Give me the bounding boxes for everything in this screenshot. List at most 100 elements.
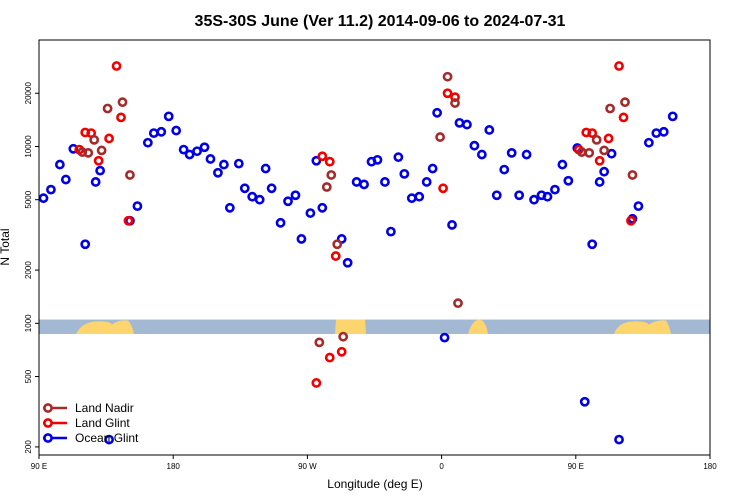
land-glint-point [324, 352, 335, 363]
land-glint-point [450, 92, 460, 103]
ocean-glint-point [192, 146, 202, 157]
y-axis: 200 500 1000 2000 5000 10000 20000 [24, 82, 39, 454]
ocean-glint-point [550, 184, 560, 195]
ocean-glint-point [80, 239, 91, 250]
ocean-glint-point [317, 202, 328, 213]
ocean-glint-point [386, 226, 396, 237]
land-glint-point [116, 112, 126, 123]
land-glint-point [618, 112, 629, 123]
ocean-glint-point [521, 149, 532, 160]
ocean-glint-point [439, 332, 450, 343]
ocean-glint-point [342, 257, 353, 268]
ocean-glint-point [579, 396, 590, 407]
ocean-glint-point [414, 191, 425, 202]
x-tick-label: 0 [439, 462, 444, 471]
land-glint-point [104, 133, 114, 144]
ocean-glint-point [46, 184, 56, 195]
land-glint-point [442, 88, 453, 99]
land-nadir-point [591, 134, 602, 145]
ocean-glint-point [432, 107, 443, 118]
ocean-glint-point [614, 434, 624, 445]
ocean-glint-point [54, 159, 65, 170]
ocean-glint-point [380, 177, 390, 187]
data-points [38, 61, 678, 445]
land-patch [614, 320, 671, 334]
ocean-glint-point [275, 217, 286, 228]
land-nadir-point [83, 147, 94, 158]
land-nadir-point [117, 97, 128, 108]
y-tick-label: 200 [24, 440, 33, 454]
land-nadir-point [450, 98, 460, 108]
x-axis-label: Longitude (deg E) [327, 477, 422, 491]
ocean-glint-point [148, 128, 159, 139]
ocean-glint-point [266, 183, 277, 194]
ocean-glint-point [351, 177, 362, 187]
legend-marker-land-nadir [43, 403, 53, 413]
y-tick-label: 10000 [24, 135, 33, 158]
ocean-glint-point [476, 149, 487, 160]
land-nadir-point [442, 71, 453, 82]
land-nadir-point [435, 132, 446, 142]
land-nadir-point [314, 337, 325, 348]
ocean-glint-point [104, 434, 114, 445]
y-tick-label: 20000 [24, 82, 33, 105]
ocean-glint-point [491, 190, 502, 201]
land-glint-point [111, 61, 122, 71]
ocean-glint-point [218, 159, 229, 170]
ocean-glint-point [90, 177, 101, 187]
ocean-glint-point [38, 193, 49, 204]
ocean-glint-point [542, 191, 553, 202]
ocean-glint-point [260, 163, 271, 174]
ocean-glint-point [60, 174, 71, 185]
legend-label-land-glint: Land Glint [75, 416, 130, 430]
land-patch [335, 319, 366, 334]
ocean-glint-point [594, 177, 605, 187]
chart-title: 35S-30S June (Ver 11.2) 2014-09-06 to 20… [195, 13, 566, 30]
ocean-glint-point [529, 194, 539, 205]
land-nadir-point [620, 97, 630, 108]
ocean-glint-point [359, 179, 369, 190]
land-nadir-point [332, 239, 343, 250]
ocean-glint-point [283, 196, 293, 207]
ocean-glint-point [95, 165, 106, 176]
ocean-glint-point [454, 117, 465, 128]
y-tick-label: 1000 [24, 314, 33, 332]
y-tick-label: 500 [24, 369, 33, 383]
ocean-glint-point [372, 154, 383, 165]
ocean-glint-point [499, 164, 510, 175]
ocean-glint-point [171, 125, 182, 136]
plot-frame [38, 39, 711, 456]
ocean-glint-point [233, 158, 244, 169]
ocean-glint-point [305, 208, 316, 218]
land-nadir-point [89, 134, 100, 145]
land-glint-point [438, 183, 448, 194]
land-nadir-point [102, 103, 113, 114]
ocean-glint-point [514, 190, 525, 201]
land-glint-point [614, 61, 624, 71]
ocean-glint-point [563, 175, 574, 186]
land-nadir-point [125, 170, 135, 180]
ocean-glint-point [484, 125, 495, 135]
ocean-glint-point [399, 168, 410, 179]
land-glint-point [587, 128, 598, 139]
x-tick-label: 90 E [31, 462, 47, 471]
land-nadir-point [605, 103, 615, 114]
ocean-glint-point [184, 149, 195, 160]
ocean-glint-point [643, 137, 654, 148]
ocean-glint-point [213, 167, 223, 178]
ocean-glint-point [651, 128, 662, 139]
ocean-glint-point [427, 163, 438, 174]
x-axis: 90 E 180 90 W 0 90 E 180 [31, 455, 717, 471]
land-glint-point [311, 378, 322, 388]
land-nadir-point [599, 145, 610, 156]
x-tick-label: 180 [703, 462, 717, 471]
land-nadir-point [321, 182, 332, 192]
map-strip [39, 319, 710, 334]
ocean-glint-point [406, 193, 417, 204]
ocean-glint-point [447, 220, 457, 230]
land-nadir-point [584, 147, 595, 158]
land-nadir-point [326, 170, 337, 180]
ocean-glint-point [606, 148, 617, 159]
